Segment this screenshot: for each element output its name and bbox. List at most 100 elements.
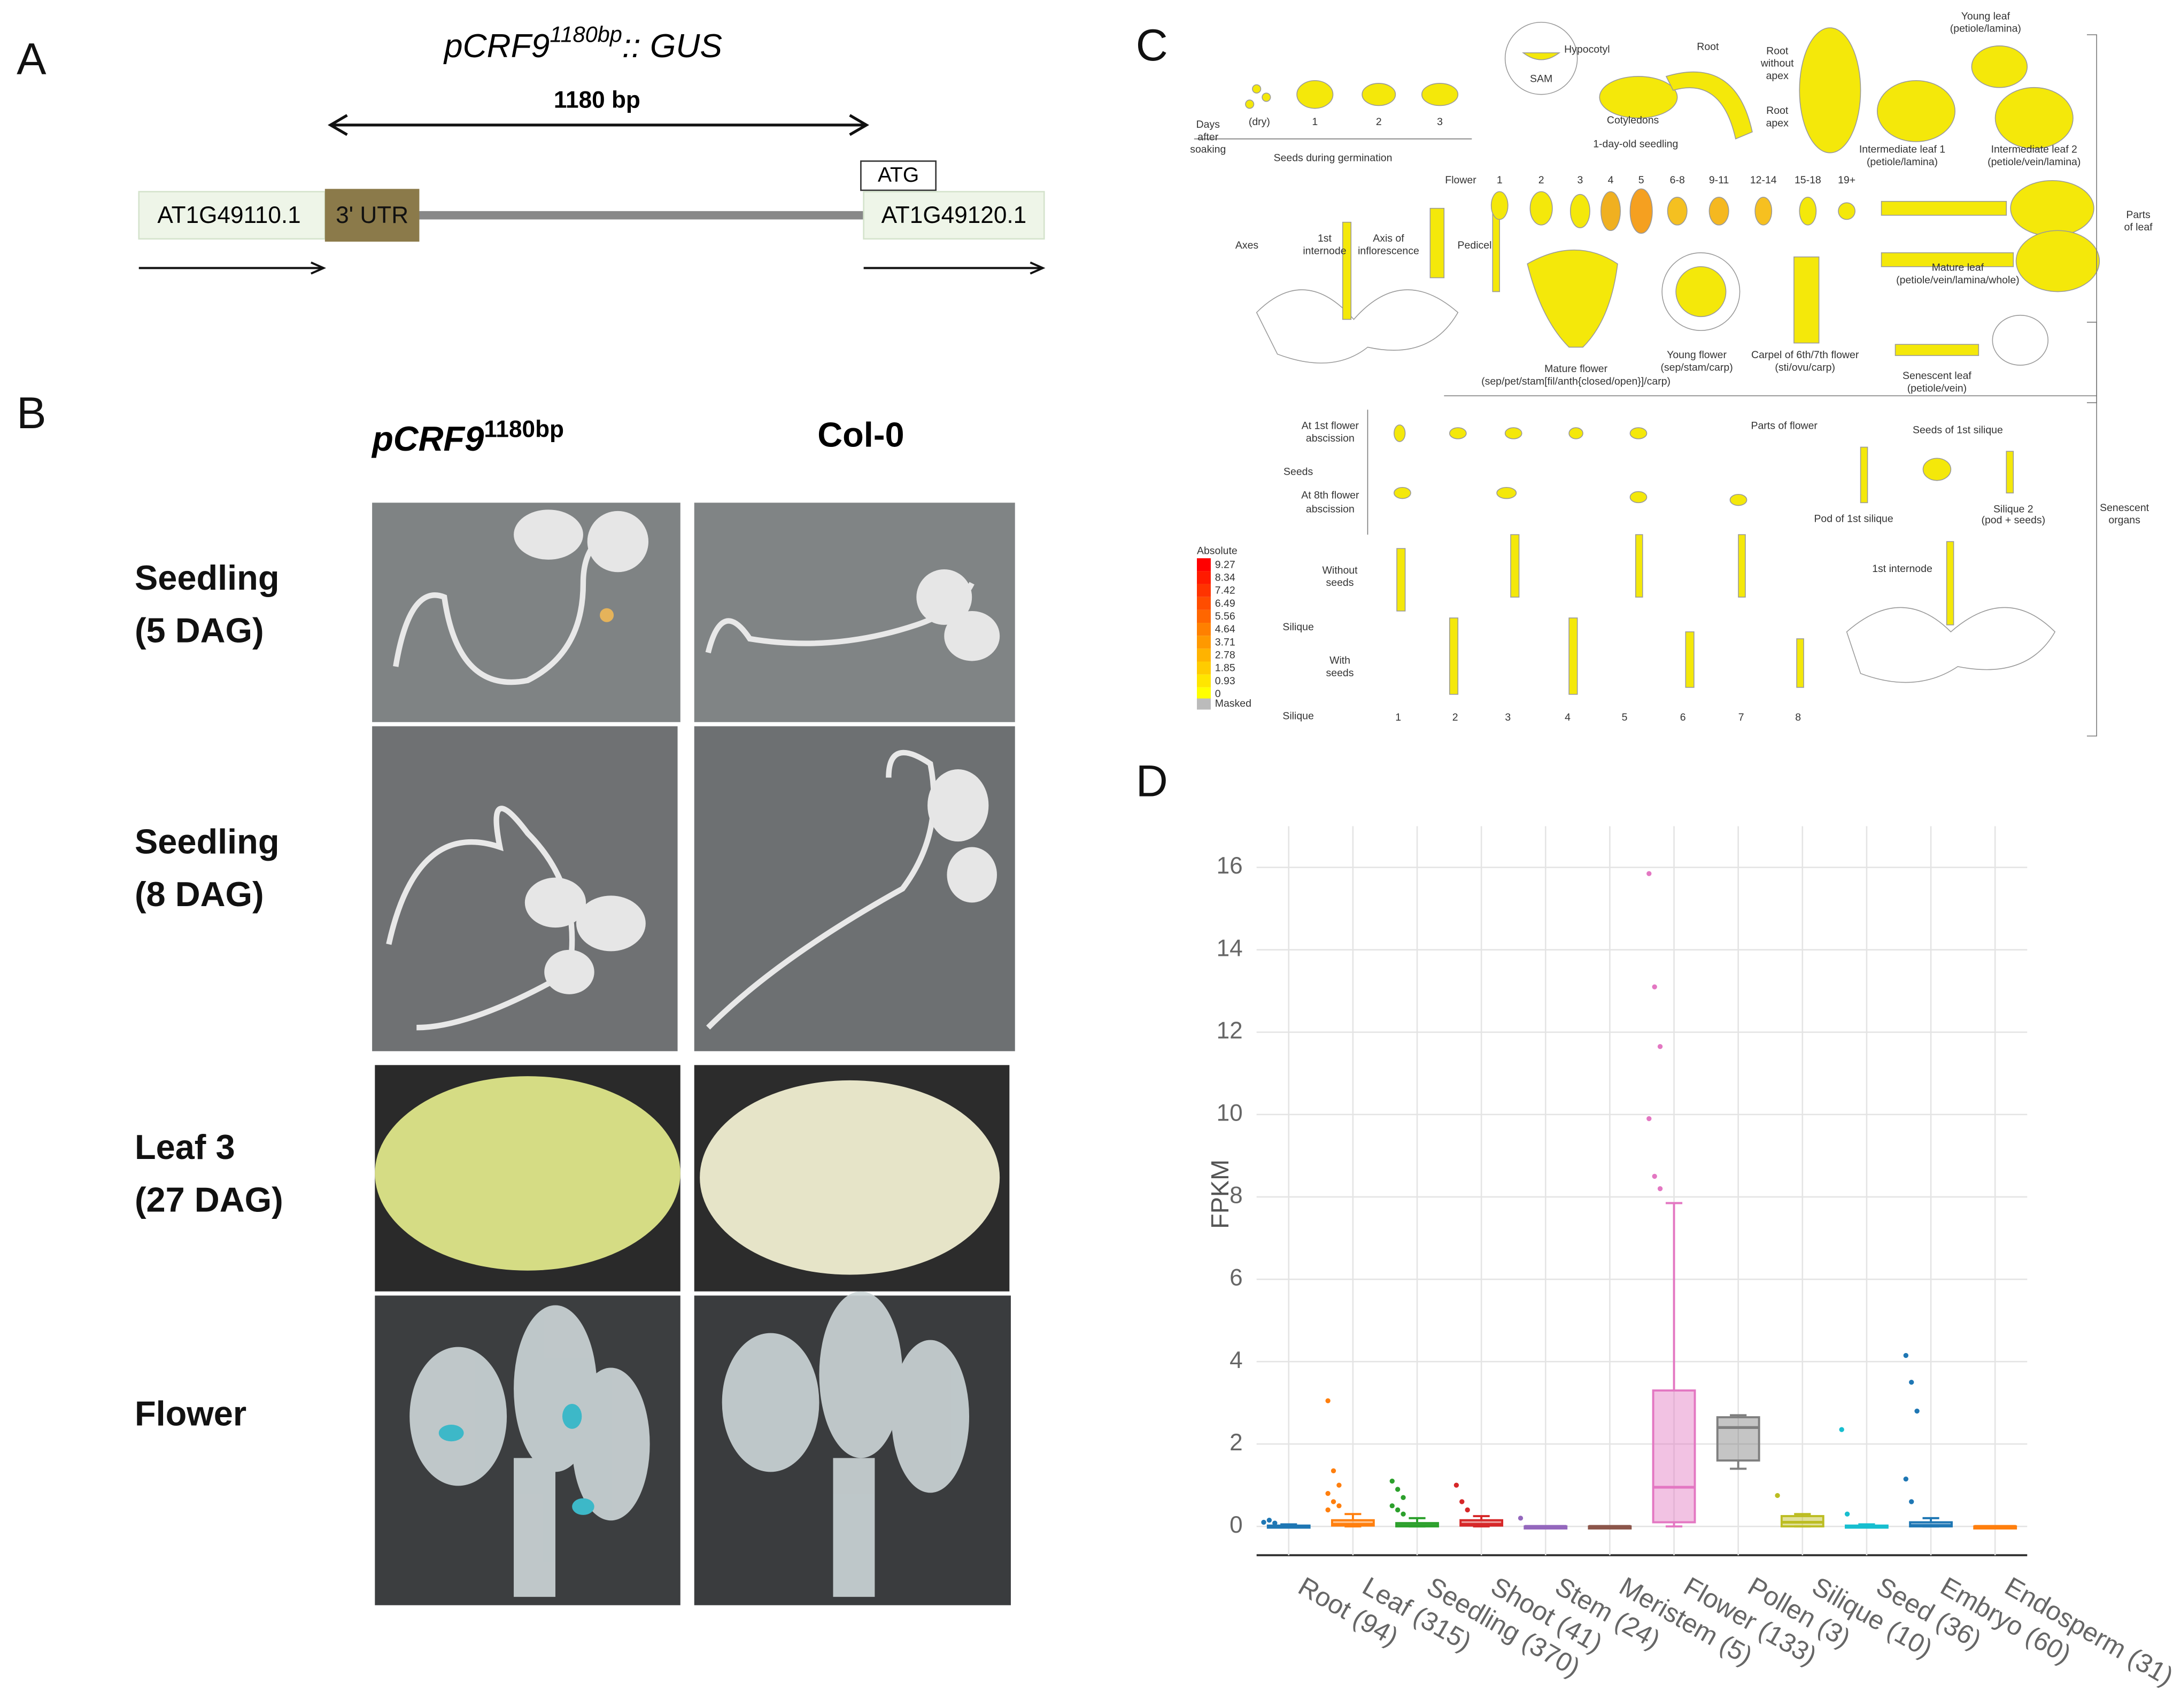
legend-value: 6.49 — [1215, 598, 1235, 609]
legend-swatch — [1196, 687, 1211, 700]
efp-label: Pod of 1st silique — [1814, 513, 1893, 525]
legend-swatch — [1196, 584, 1211, 597]
efp-label: (petiole/vein/lamina/whole) — [1896, 274, 2020, 286]
efp-label: Senescent leaf — [1903, 370, 1971, 382]
row-label: Leaf 3 — [135, 1127, 235, 1166]
outlier — [1844, 1511, 1850, 1517]
efp-label: 3 — [1505, 712, 1511, 723]
outlier — [1272, 1520, 1278, 1526]
efp-label: (sep/pet/stam[fil/anth{closed/open}]/car… — [1481, 376, 1671, 388]
gene-label: AT1G49110.1 — [157, 202, 300, 228]
efp-label: (petiole/lamina) — [1950, 23, 2021, 35]
outlier — [1775, 1493, 1780, 1498]
outlier — [1646, 871, 1652, 876]
legend-swatch — [1196, 571, 1211, 584]
panel-letter: C — [1136, 20, 1168, 70]
length-label: 1180 bp — [554, 87, 640, 113]
efp-label: Carpel of 6th/7th flower — [1751, 349, 1859, 361]
outlier — [1914, 1408, 1920, 1414]
row-label: Seedling — [135, 558, 280, 597]
efp-label: Root — [1766, 105, 1789, 117]
atg-box — [860, 160, 937, 191]
legend-swatch — [1196, 648, 1211, 662]
outlier — [1657, 1186, 1663, 1192]
outlier — [1336, 1482, 1342, 1488]
y-tick-label: 8 — [1229, 1183, 1243, 1209]
photo — [372, 726, 678, 1052]
efp-label: Root — [1697, 41, 1719, 53]
outlier — [1652, 984, 1657, 990]
direction-arrows — [138, 261, 1046, 275]
efp-label: Parts — [2126, 209, 2151, 221]
leaf — [700, 1080, 1000, 1275]
outlier — [1389, 1478, 1395, 1484]
y-tick-label: 16 — [1217, 853, 1243, 879]
outlier — [1389, 1503, 1395, 1509]
y-tick-label: 2 — [1229, 1429, 1243, 1456]
outlier — [1325, 1507, 1331, 1513]
construct-title: pCRF91180bp:: GUS — [443, 22, 722, 65]
outlier — [1657, 1044, 1663, 1049]
efp-label: At 1st flower — [1302, 420, 1359, 432]
efp-label: Mature flower — [1544, 363, 1607, 375]
efp-label: internode — [1303, 245, 1346, 257]
outlier — [1652, 1173, 1657, 1179]
panel-letter: B — [17, 388, 46, 438]
efp-label: Seeds of 1st silique — [1913, 424, 2003, 436]
efp-label: seeds — [1326, 577, 1354, 589]
efp-label: 1-day-old seedling — [1593, 138, 1678, 150]
efp-label: after — [1197, 131, 1218, 143]
efp-label: Silique — [1282, 621, 1313, 633]
legend-masked: Masked — [1215, 698, 1251, 709]
legend-value: 7.42 — [1215, 585, 1235, 597]
efp-label: 1 — [1395, 712, 1401, 723]
outlier — [1401, 1495, 1406, 1501]
outlier — [1903, 1477, 1908, 1482]
outlier — [1459, 1499, 1465, 1504]
outlier — [1453, 1482, 1459, 1488]
color-legend: Absolute 9.27 8.347.426.495.564.643.712.78… — [1196, 545, 1251, 710]
efp-label: 19+ — [1838, 174, 1855, 186]
efp-label: Days — [1196, 119, 1220, 130]
efp-label: (pod + seeds) — [1981, 514, 2045, 526]
box — [1716, 1416, 1760, 1462]
efp-label: of leaf — [2124, 221, 2153, 233]
efp-label: organs — [2108, 514, 2140, 526]
length-arrow — [328, 114, 869, 136]
gene-box — [138, 191, 326, 240]
efp-label: 12-14 — [1750, 174, 1777, 186]
row-label: Flower — [135, 1394, 246, 1433]
column-header: Col-0 — [817, 415, 904, 454]
y-tick-label: 12 — [1217, 1017, 1243, 1044]
efp-label: Silique 2 — [1993, 503, 2033, 515]
efp-label: 1st — [1318, 233, 1332, 244]
legend-swatch — [1196, 674, 1211, 687]
column-sup: 1180bp — [484, 416, 564, 442]
efp-label: 6-8 — [1670, 174, 1685, 186]
efp-label: Axes — [1235, 239, 1259, 251]
efp-label: 1 — [1497, 174, 1503, 186]
y-tick-label: 4 — [1229, 1347, 1243, 1373]
efp-label: apex — [1766, 117, 1789, 129]
panel-letter: A — [17, 34, 47, 84]
legend-swatch — [1196, 623, 1211, 636]
efp-label: Intermediate leaf 1 — [1859, 144, 1945, 156]
legend-swatch — [1196, 597, 1211, 610]
outlier — [1266, 1518, 1272, 1523]
outlier — [1518, 1516, 1524, 1521]
outlier — [1909, 1379, 1914, 1385]
leaf — [375, 1076, 680, 1271]
efp-label: Cotyledons — [1607, 114, 1659, 126]
legend-value: 1.85 — [1215, 662, 1235, 674]
efp-label: Senescent — [2100, 502, 2149, 514]
plot-area — [1256, 826, 2028, 1556]
efp-label: 4 — [1608, 174, 1614, 186]
atg-label: ATG — [878, 164, 919, 187]
y-tick-label: 6 — [1229, 1265, 1243, 1291]
efp-label: 9-11 — [1709, 174, 1729, 186]
efp-label: (petiole/vein/lamina) — [1988, 156, 2081, 168]
efp-label: At 8th flower — [1301, 490, 1359, 501]
outlier — [1395, 1507, 1401, 1513]
efp-label: 6 — [1680, 712, 1686, 723]
